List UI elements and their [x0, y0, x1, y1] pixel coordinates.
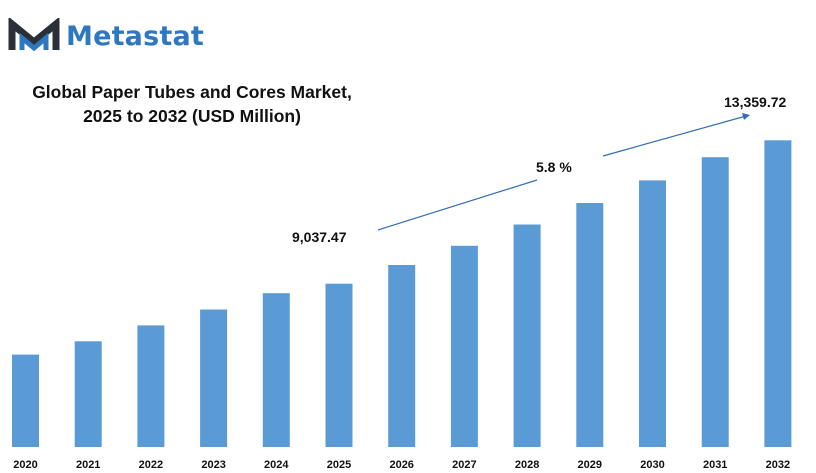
bar-2023 [200, 309, 228, 447]
bar-2024 [262, 293, 290, 447]
x-tick-2021: 2021 [76, 459, 100, 471]
x-tick-2026: 2026 [389, 459, 413, 471]
trend-arrow-2 [602, 115, 747, 157]
x-tick-2029: 2029 [578, 459, 602, 471]
x-tick-2031: 2031 [703, 459, 727, 471]
chart-title-line-2: 2025 to 2032 (USD Million) [83, 106, 301, 126]
bar-2029 [576, 203, 604, 447]
bar-2032 [764, 140, 792, 448]
label-2025-value: 9,037.47 [292, 229, 347, 245]
trend-arrow-1 [377, 179, 538, 231]
label-cagr: 5.8 % [536, 159, 572, 175]
annotations: 9,037.47 5.8 % 13,359.72 [292, 94, 786, 245]
x-tick-2020: 2020 [13, 459, 37, 471]
bar-2021 [74, 341, 102, 447]
x-tick-2028: 2028 [515, 459, 539, 471]
bar-2020 [12, 354, 39, 447]
bar-2025 [325, 283, 353, 447]
x-tick-2024: 2024 [264, 459, 289, 471]
x-tick-2027: 2027 [452, 459, 476, 471]
x-tick-2023: 2023 [201, 459, 225, 471]
x-tick-2030: 2030 [640, 459, 664, 471]
label-2032-value: 13,359.72 [724, 94, 786, 110]
bar-2031 [701, 157, 729, 447]
x-tick-2032: 2032 [766, 459, 790, 471]
x-tick-2022: 2022 [139, 459, 163, 471]
x-tick-labels: 2020 2021 2022 2023 2024 2025 2026 2027 2028 2029… [13, 459, 790, 471]
bar-2026 [388, 265, 416, 447]
chart-title: Global Paper Tubes and Cores Market, 202… [22, 80, 362, 128]
bar-2027 [450, 245, 478, 447]
brand-logo: Metastat [8, 18, 204, 54]
trend-arrowhead [742, 113, 750, 120]
bars-group [12, 140, 792, 448]
bar-2028 [513, 224, 541, 447]
bar-2030 [639, 180, 666, 447]
chart-title-line-1: Global Paper Tubes and Cores Market, [32, 82, 352, 102]
metastat-m-icon [8, 18, 60, 52]
x-tick-2025: 2025 [327, 459, 351, 471]
brand-name: Metastat [66, 20, 205, 52]
bar-2022 [137, 325, 165, 447]
